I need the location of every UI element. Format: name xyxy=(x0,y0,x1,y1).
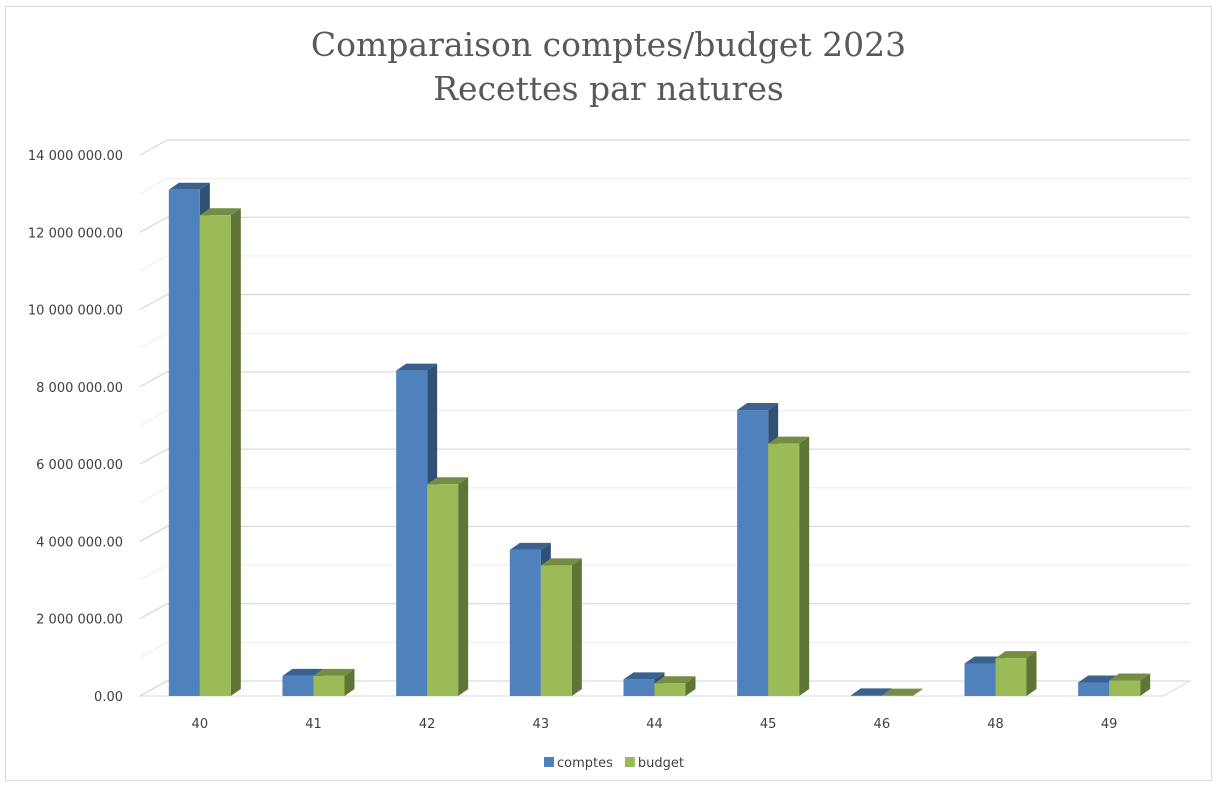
major-gridline xyxy=(139,371,1190,388)
x-tick-label: 40 xyxy=(192,717,209,732)
bar-top xyxy=(623,672,665,680)
bar-comptes-41 xyxy=(282,675,314,696)
bar-budget-44 xyxy=(654,683,686,696)
bar-top xyxy=(282,668,324,676)
bar-comptes-46 xyxy=(850,695,882,696)
bar-top xyxy=(540,558,582,566)
major-gridline xyxy=(139,139,1190,156)
legend-label-budget: budget xyxy=(638,756,684,771)
bar-comptes-40 xyxy=(168,189,200,696)
bar-budget-42 xyxy=(427,484,459,696)
x-tick-label: 41 xyxy=(305,717,322,732)
y-tick-label: 0.00 xyxy=(94,690,123,705)
chart-title-line-2: Recettes par natures xyxy=(433,69,784,108)
bar-budget-49 xyxy=(1109,680,1141,696)
major-gridline xyxy=(139,448,1190,465)
minor-gridline xyxy=(139,487,1190,504)
bar-top xyxy=(1109,673,1151,681)
y-tick-label: 14 000 000.00 xyxy=(28,149,123,164)
bar-top xyxy=(737,403,779,411)
major-gridline xyxy=(139,525,1190,542)
y-tick-label: 6 000 000.00 xyxy=(36,458,123,473)
bar-side xyxy=(685,676,696,696)
bar-top xyxy=(313,668,355,676)
bar-side xyxy=(1140,673,1151,696)
bar-comptes-42 xyxy=(396,370,428,696)
bar-comptes-48 xyxy=(964,663,996,696)
bar-top xyxy=(995,651,1037,659)
legend-swatch-budget xyxy=(624,757,635,767)
y-tick-label: 10 000 000.00 xyxy=(28,304,123,319)
x-tick-label: 49 xyxy=(1101,717,1118,732)
bar-comptes-43 xyxy=(509,549,541,696)
y-tick-label: 8 000 000.00 xyxy=(36,381,123,396)
bar-top xyxy=(964,656,1006,664)
bar-top xyxy=(850,688,892,696)
bar-top xyxy=(199,208,241,216)
bar-top xyxy=(427,477,469,485)
minor-gridline xyxy=(139,332,1190,349)
major-gridline xyxy=(139,603,1190,620)
bar-budget-41 xyxy=(313,675,345,696)
bar-side xyxy=(912,688,923,696)
minor-gridline xyxy=(139,410,1190,426)
chart-frame xyxy=(5,6,1212,781)
minor-gridline xyxy=(139,255,1190,272)
bar-comptes-45 xyxy=(737,410,769,696)
x-tick-label: 43 xyxy=(533,717,550,732)
gridlines xyxy=(139,139,1190,697)
bar-top xyxy=(881,688,923,696)
y-tick-label: 12 000 000.00 xyxy=(28,226,123,241)
bar-top xyxy=(1078,675,1120,683)
x-tick-label: 42 xyxy=(419,717,436,732)
bar-budget-40 xyxy=(199,215,231,697)
bar-side xyxy=(799,436,810,696)
bar-side xyxy=(458,477,469,696)
y-tick-label: 2 000 000.00 xyxy=(36,613,123,628)
bar-top xyxy=(168,182,210,190)
x-tick-label: 46 xyxy=(874,717,891,732)
legend-label-comptes: comptes xyxy=(557,756,613,771)
legend: comptes budget xyxy=(544,756,684,771)
bar-budget-45 xyxy=(768,443,800,696)
x-tick-label: 48 xyxy=(987,717,1004,732)
bar-side xyxy=(571,558,582,696)
bar-side xyxy=(344,668,355,696)
x-axis: 40 41 42 43 44 45 46 48 49 xyxy=(192,717,1118,732)
minor-gridline xyxy=(139,641,1190,658)
bar-top xyxy=(654,676,696,684)
chart-title-line-1: Comparaison comptes/budget 2023 xyxy=(310,25,907,64)
minor-gridline xyxy=(139,178,1190,195)
bar-comptes-44 xyxy=(623,679,655,696)
bar-top xyxy=(768,436,810,444)
x-tick-label: 45 xyxy=(760,717,777,732)
bar-top xyxy=(396,363,438,371)
bar-top xyxy=(509,542,551,550)
minor-gridline xyxy=(139,564,1190,581)
y-axis: 0.00 2 000 000.00 4 000 000.00 6 000 000.00… xyxy=(28,149,123,705)
bar-side xyxy=(1026,651,1037,696)
major-gridline xyxy=(139,680,1190,697)
bar-budget-43 xyxy=(540,565,572,696)
legend-swatch-comptes xyxy=(544,757,554,767)
bar-budget-48 xyxy=(995,658,1027,696)
bars xyxy=(168,182,1151,697)
y-tick-label: 4 000 000.00 xyxy=(36,535,123,550)
bar-comptes-49 xyxy=(1078,682,1110,696)
major-gridline xyxy=(139,216,1190,233)
bar-side xyxy=(230,208,241,697)
major-gridline xyxy=(139,294,1190,311)
x-tick-label: 44 xyxy=(646,717,663,732)
